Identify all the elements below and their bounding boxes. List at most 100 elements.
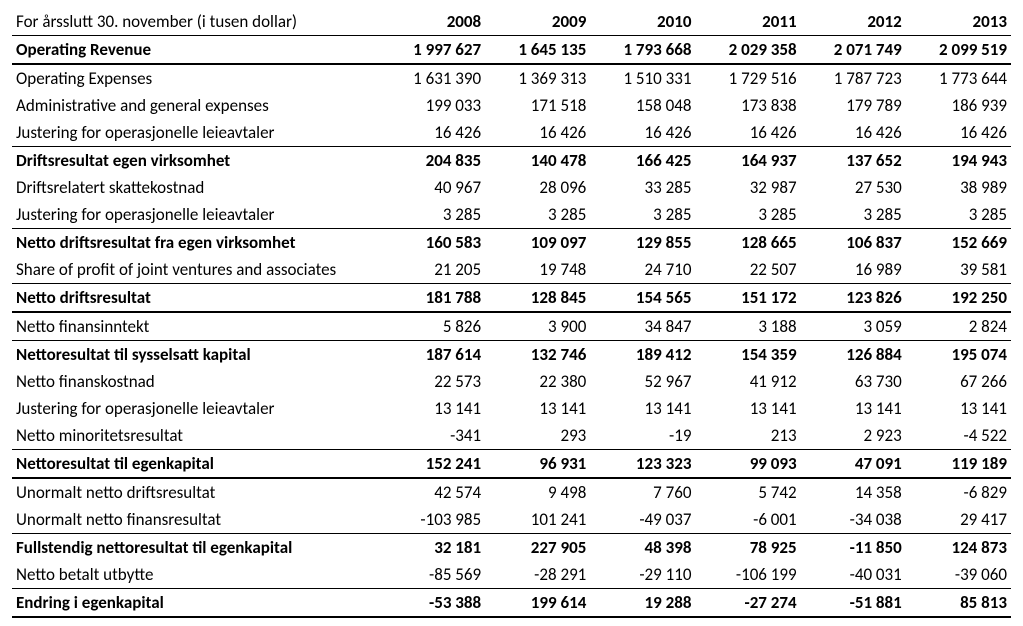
cell-value: 132 746: [485, 341, 590, 369]
cell-value: 152 669: [906, 229, 1011, 257]
row-label: Justering for operasjonelle leieavtaler: [12, 201, 380, 229]
table-row: Operating Revenue1 997 6271 645 1351 793…: [12, 36, 1011, 65]
cell-value: 3 285: [906, 201, 1011, 229]
cell-value: 16 426: [801, 119, 906, 147]
row-label: Endring i egenkapital: [12, 589, 380, 618]
row-label: Netto driftsresultat fra egen virksomhet: [12, 229, 380, 257]
cell-value: 293: [485, 422, 590, 450]
cell-value: 2 071 749: [801, 36, 906, 65]
cell-value: 140 478: [485, 147, 590, 175]
row-label: Netto minoritetsresultat: [12, 422, 380, 450]
cell-value: 3 285: [695, 201, 800, 229]
cell-value: 28 096: [485, 174, 590, 201]
cell-value: 1 793 668: [590, 36, 695, 65]
cell-value: 137 652: [801, 147, 906, 175]
cell-value: 32 987: [695, 174, 800, 201]
cell-value: 3 285: [801, 201, 906, 229]
cell-value: 1 369 313: [485, 64, 590, 92]
cell-value: 13 141: [380, 395, 485, 422]
cell-value: 187 614: [380, 341, 485, 369]
cell-value: 32 181: [380, 534, 485, 562]
year-col-5: 2013: [906, 8, 1011, 36]
cell-value: -106 199: [695, 561, 800, 589]
row-label: Justering for operasjonelle leieavtaler: [12, 119, 380, 147]
cell-value: 19 288: [590, 589, 695, 618]
cell-value: 22 573: [380, 368, 485, 395]
cell-value: 123 323: [590, 450, 695, 479]
year-col-3: 2011: [695, 8, 800, 36]
cell-value: 13 141: [695, 395, 800, 422]
cell-value: 3 285: [590, 201, 695, 229]
cell-value: 164 937: [695, 147, 800, 175]
table-row: Fullstendig nettoresultat til egenkapita…: [12, 534, 1011, 562]
cell-value: 124 873: [906, 534, 1011, 562]
cell-value: 123 826: [801, 284, 906, 313]
cell-value: 13 141: [801, 395, 906, 422]
row-label: Operating Revenue: [12, 36, 380, 65]
table-row: Justering for operasjonelle leieavtaler 3…: [12, 201, 1011, 229]
cell-value: 1 510 331: [590, 64, 695, 92]
cell-value: -6 829: [906, 478, 1011, 506]
table-row: Netto driftsresultat181 788128 845154 56…: [12, 284, 1011, 313]
cell-value: 22 380: [485, 368, 590, 395]
cell-value: 126 884: [801, 341, 906, 369]
cell-value: -19: [590, 422, 695, 450]
cell-value: 16 989: [801, 256, 906, 284]
cell-value: 227 905: [485, 534, 590, 562]
cell-value: -341: [380, 422, 485, 450]
cell-value: 42 574: [380, 478, 485, 506]
table-row: Driftsresultat egen virksomhet204 835140…: [12, 147, 1011, 175]
row-label: Nettoresultat til sysselsatt kapital: [12, 341, 380, 369]
cell-value: -103 985: [380, 506, 485, 534]
cell-value: -4 522: [906, 422, 1011, 450]
table-row: Justering for operasjonelle leieavtaler1…: [12, 395, 1011, 422]
cell-value: -29 110: [590, 561, 695, 589]
cell-value: 22 507: [695, 256, 800, 284]
cell-value: 48 398: [590, 534, 695, 562]
table-header-row: For årsslutt 30. november (i tusen dolla…: [12, 8, 1011, 36]
cell-value: 106 837: [801, 229, 906, 257]
cell-value: 16 426: [590, 119, 695, 147]
cell-value: 38 989: [906, 174, 1011, 201]
table-row: Share of profit of joint ventures and as…: [12, 256, 1011, 284]
cell-value: 204 835: [380, 147, 485, 175]
cell-value: 96 931: [485, 450, 590, 479]
cell-value: -51 881: [801, 589, 906, 618]
row-label: Netto driftsresultat: [12, 284, 380, 313]
cell-value: 24 710: [590, 256, 695, 284]
row-label: Nettoresultat til egenkapital: [12, 450, 380, 479]
cell-value: 9 498: [485, 478, 590, 506]
cell-value: 1 773 644: [906, 64, 1011, 92]
cell-value: -6 001: [695, 506, 800, 534]
table-row: Netto finanskostnad22 57322 38052 96741 …: [12, 368, 1011, 395]
cell-value: 154 359: [695, 341, 800, 369]
cell-value: 213: [695, 422, 800, 450]
row-label: Driftsrelatert skattekostnad: [12, 174, 380, 201]
table-row: Driftsrelatert skattekostnad40 96728 096…: [12, 174, 1011, 201]
cell-value: 85 813: [906, 589, 1011, 618]
cell-value: 158 048: [590, 92, 695, 119]
cell-value: 63 730: [801, 368, 906, 395]
cell-value: 14 358: [801, 478, 906, 506]
cell-value: 2 824: [906, 312, 1011, 341]
cell-value: 19 748: [485, 256, 590, 284]
cell-value: 199 614: [485, 589, 590, 618]
cell-value: 29 417: [906, 506, 1011, 534]
cell-value: 13 141: [485, 395, 590, 422]
cell-value: 1 997 627: [380, 36, 485, 65]
cell-value: 186 939: [906, 92, 1011, 119]
row-label: Netto finanskostnad: [12, 368, 380, 395]
cell-value: 16 426: [906, 119, 1011, 147]
cell-value: 129 855: [590, 229, 695, 257]
cell-value: -85 569: [380, 561, 485, 589]
cell-value: 33 285: [590, 174, 695, 201]
cell-value: 3 188: [695, 312, 800, 341]
year-col-2: 2010: [590, 8, 695, 36]
table-row: Endring i egenkapital-53 388199 61419 28…: [12, 589, 1011, 618]
cell-value: 1 645 135: [485, 36, 590, 65]
row-label: Driftsresultat egen virksomhet: [12, 147, 380, 175]
cell-value: 199 033: [380, 92, 485, 119]
table-row: Administrative and general expenses199 0…: [12, 92, 1011, 119]
cell-value: 16 426: [695, 119, 800, 147]
cell-value: 160 583: [380, 229, 485, 257]
